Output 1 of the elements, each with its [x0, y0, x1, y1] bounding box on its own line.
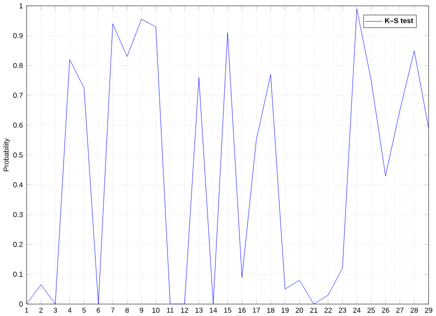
line-series: [26, 8, 429, 304]
